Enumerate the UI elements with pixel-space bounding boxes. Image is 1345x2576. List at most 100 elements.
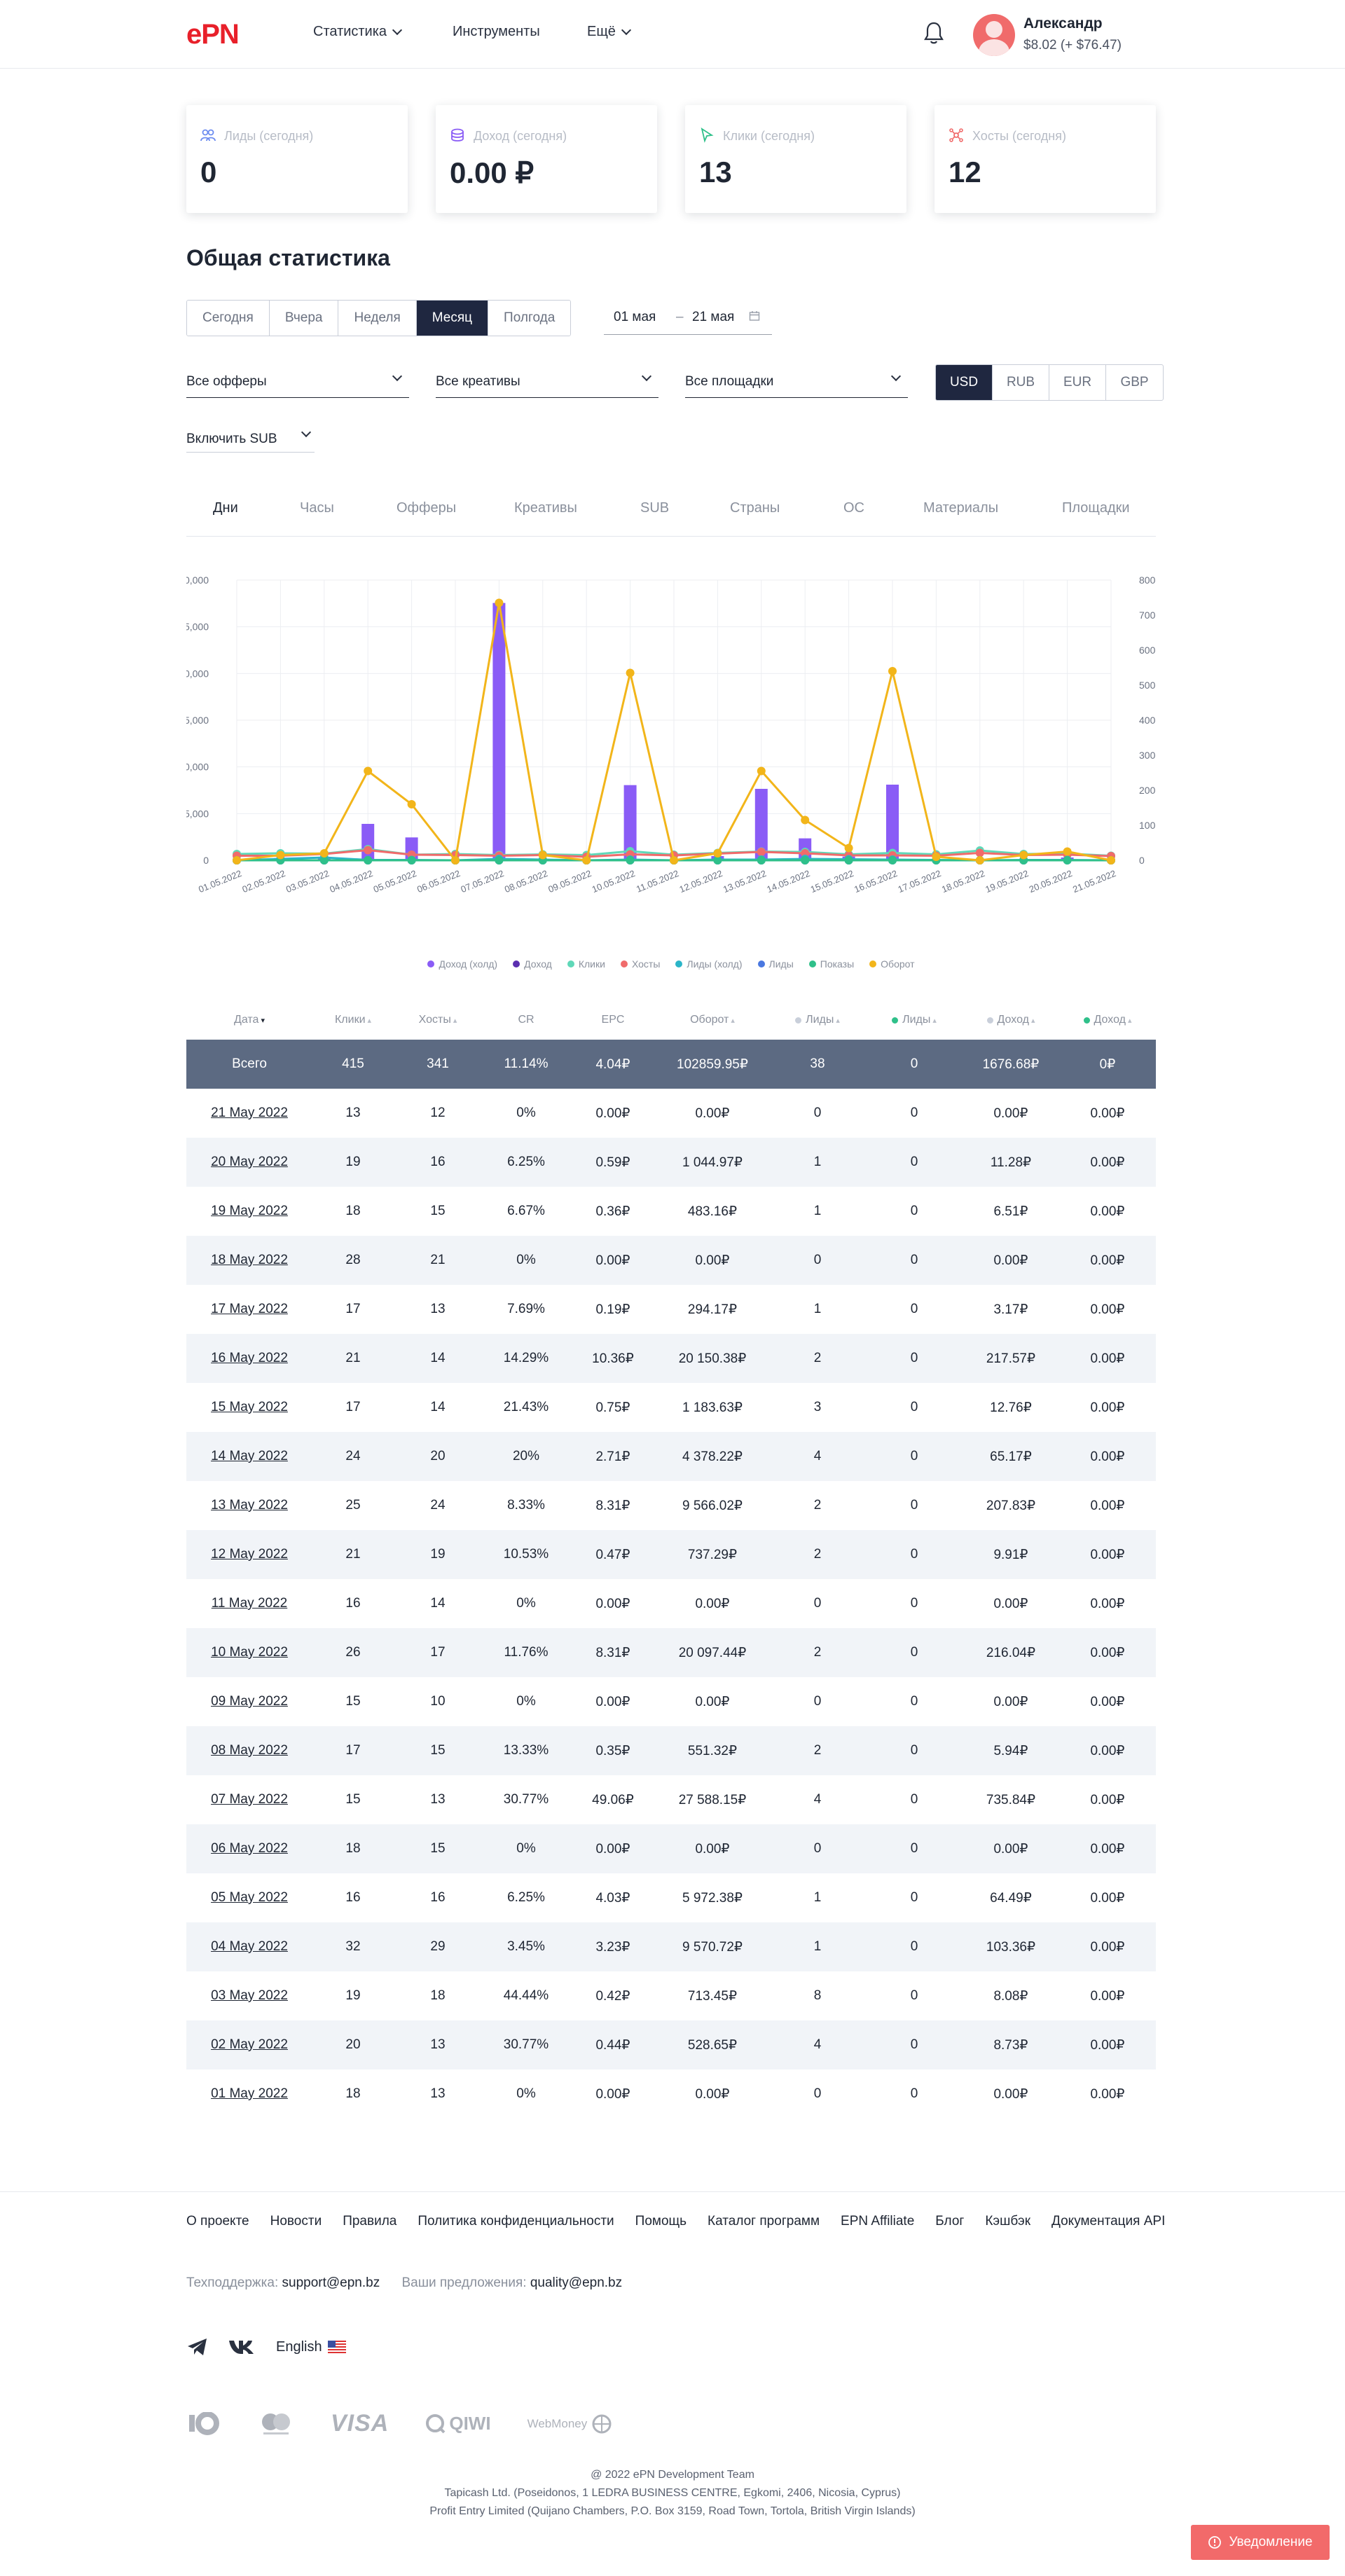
date-link[interactable]: 12 May 2022 — [186, 1530, 312, 1579]
table-cell: 18 — [312, 2069, 394, 2119]
offers-select[interactable]: Все офферы — [186, 370, 409, 398]
date-link[interactable]: 21 May 2022 — [186, 1089, 312, 1138]
tab-hours[interactable]: Часы — [300, 500, 334, 516]
footer-link-help[interactable]: Помощь — [635, 2214, 687, 2229]
footer-link-rules[interactable]: Правила — [343, 2214, 397, 2229]
language-switch[interactable]: English — [276, 2339, 346, 2355]
epn-logo[interactable]: ePN — [186, 19, 240, 50]
user-name[interactable]: Александр — [1023, 15, 1103, 32]
tab-countries[interactable]: Страны — [730, 500, 780, 516]
date-link[interactable]: 03 May 2022 — [186, 1971, 312, 2020]
footer-link-catalog[interactable]: Каталог программ — [708, 2214, 820, 2229]
stats-table: Дата ▾ Клики ▴ Хосты ▴ CR EPC Оборот ▴ Лиды ▴ Лиды ▴ Д… — [186, 1000, 1156, 2119]
footer-link-api-docs[interactable]: Документация API — [1051, 2214, 1166, 2229]
tab-week[interactable]: Неделя — [338, 301, 417, 336]
x-tick-label: 11.05.2022 — [635, 868, 680, 895]
footer-link-blog[interactable]: Блог — [935, 2214, 965, 2229]
tab-days[interactable]: Дни — [213, 500, 238, 516]
platforms-select[interactable]: Все площадки — [685, 370, 908, 398]
column-header[interactable]: Лиды ▴ — [769, 1000, 866, 1040]
tab-sub[interactable]: SUB — [640, 500, 670, 516]
cell-value: 0.00₽ — [1090, 1743, 1125, 1758]
support-email[interactable]: support@epn.bz — [282, 2275, 380, 2290]
date-link[interactable]: 05 May 2022 — [186, 1873, 312, 1922]
creatives-select[interactable]: Все креативы — [436, 370, 658, 398]
footer-link-cashback[interactable]: Кэшбэк — [985, 2214, 1031, 2229]
column-header[interactable]: Доход ▴ — [963, 1000, 1059, 1040]
currency-eur[interactable]: EUR — [1049, 365, 1106, 400]
legend-item[interactable]: Клики — [567, 956, 605, 972]
column-header[interactable]: Лиды ▴ — [866, 1000, 963, 1040]
footer-link-affiliate[interactable]: EPN Affiliate — [841, 2214, 915, 2229]
suggest-email[interactable]: quality@epn.bz — [530, 2275, 623, 2290]
date-link[interactable]: 01 May 2022 — [186, 2069, 312, 2119]
date-link[interactable]: 06 May 2022 — [186, 1824, 312, 1873]
date-link[interactable]: 20 May 2022 — [186, 1138, 312, 1187]
footer-link-about[interactable]: О проекте — [186, 2214, 249, 2229]
date-link[interactable]: 11 May 2022 — [186, 1579, 312, 1628]
footer-links: О проекте Новости Правила Политика конфи… — [186, 2214, 1167, 2229]
legend-item[interactable]: Хосты — [620, 956, 660, 972]
date-link[interactable]: 14 May 2022 — [186, 1432, 312, 1481]
sub-toggle[interactable]: Включить SUB — [186, 427, 315, 453]
column-header[interactable]: Дата ▾ — [186, 1000, 312, 1040]
telegram-icon[interactable] — [186, 2337, 209, 2357]
tab-offers[interactable]: Офферы — [396, 500, 457, 516]
date-link[interactable]: 13 May 2022 — [186, 1481, 312, 1530]
bell-icon[interactable] — [923, 21, 944, 45]
nav-statistics[interactable]: Статистика — [313, 24, 403, 40]
date-link[interactable]: 10 May 2022 — [186, 1628, 312, 1677]
column-header[interactable]: Клики ▴ — [312, 1000, 394, 1040]
date-link[interactable]: 09 May 2022 — [186, 1677, 312, 1726]
currency-gbp[interactable]: GBP — [1120, 375, 1149, 390]
table-cell: 0 — [866, 1530, 963, 1579]
date-link[interactable]: 16 May 2022 — [186, 1334, 312, 1383]
tab-yesterday[interactable]: Вчера — [269, 301, 339, 336]
date-link[interactable]: 17 May 2022 — [186, 1285, 312, 1334]
date-link[interactable]: 04 May 2022 — [186, 1922, 312, 1971]
column-header-label: Лиды — [806, 1014, 834, 1026]
date-link[interactable]: 02 May 2022 — [186, 2020, 312, 2069]
date-link[interactable]: 18 May 2022 — [186, 1236, 312, 1285]
currency-usd[interactable]: USD — [936, 365, 993, 400]
tab-today[interactable]: Сегодня — [187, 301, 270, 336]
footer-link-privacy[interactable]: Политика конфиденциальности — [418, 2214, 614, 2229]
column-header[interactable]: Доход ▴ — [1059, 1000, 1156, 1040]
tab-month[interactable]: Месяц — [416, 301, 489, 336]
column-header[interactable]: EPC — [570, 1000, 656, 1040]
tab-half-year[interactable]: Полгода — [488, 301, 571, 336]
legend-item[interactable]: Лиды (холд) — [675, 956, 743, 972]
nav-more[interactable]: Ещё — [587, 24, 631, 40]
date-link[interactable]: 07 May 2022 — [186, 1775, 312, 1824]
date-link[interactable]: 15 May 2022 — [186, 1383, 312, 1432]
cell-value: 0₽ — [1099, 1056, 1116, 1072]
currency-rub[interactable]: RUB — [993, 365, 1049, 400]
tab-os[interactable]: ОС — [843, 500, 864, 516]
series-point — [233, 856, 241, 865]
table-cell: 0 — [866, 1334, 963, 1383]
nav-tools[interactable]: Инструменты — [453, 24, 540, 40]
tab-platforms[interactable]: Площадки — [1062, 500, 1130, 516]
column-header[interactable]: CR — [482, 1000, 570, 1040]
column-header[interactable]: Оборот ▴ — [656, 1000, 769, 1040]
legend-item[interactable]: Оборот — [869, 956, 915, 972]
table-cell: 483.16₽ — [656, 1187, 769, 1236]
table-cell: 65.17₽ — [963, 1432, 1059, 1481]
date-link[interactable]: 08 May 2022 — [186, 1726, 312, 1775]
date-link[interactable]: 19 May 2022 — [186, 1187, 312, 1236]
legend-item[interactable]: Показы — [808, 956, 854, 972]
cell-value: 29 — [430, 1939, 446, 1954]
x-tick-label: 07.05.2022 — [460, 868, 506, 895]
date-range-picker[interactable]: 01 мая – 21 мая — [604, 300, 772, 335]
notification-button[interactable]: Уведомление — [1191, 2525, 1330, 2560]
legend-item[interactable]: Доход — [513, 956, 552, 972]
column-header[interactable]: Хосты ▴ — [394, 1000, 482, 1040]
cell-value: 30.77% — [503, 1792, 549, 1807]
tab-materials[interactable]: Материалы — [923, 500, 999, 516]
avatar[interactable] — [973, 14, 1015, 56]
footer-link-news[interactable]: Новости — [270, 2214, 322, 2229]
legend-item[interactable]: Лиды — [757, 956, 794, 972]
tab-creatives[interactable]: Креативы — [514, 500, 577, 516]
legend-item[interactable]: Доход (холд) — [427, 956, 497, 972]
vk-icon[interactable] — [228, 2339, 256, 2355]
